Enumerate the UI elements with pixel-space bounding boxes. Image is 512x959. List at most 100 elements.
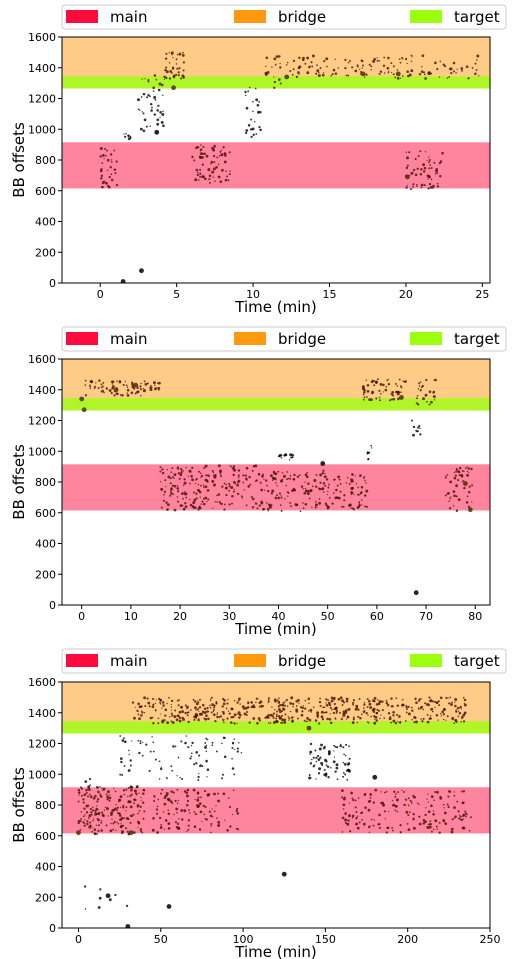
data-point [232, 789, 235, 792]
data-point [125, 384, 128, 387]
data-point [204, 790, 207, 793]
data-point [176, 714, 180, 718]
data-point [77, 791, 81, 795]
data-point [318, 700, 322, 704]
data-point [288, 717, 291, 720]
data-point [269, 713, 273, 717]
data-point [194, 813, 197, 816]
data-point [126, 392, 129, 394]
data-point [327, 490, 329, 493]
x-tick-label: 80 [468, 610, 482, 623]
data-point [456, 708, 459, 710]
data-point [330, 699, 334, 703]
data-point [464, 810, 466, 812]
data-point [383, 56, 386, 59]
data-point [324, 711, 327, 714]
data-point [138, 717, 141, 721]
data-point [364, 505, 366, 508]
data-point [207, 793, 211, 796]
data-point [328, 717, 332, 721]
data-point [352, 701, 355, 705]
data-point [315, 72, 318, 75]
data-point [160, 766, 162, 768]
data-point [351, 507, 354, 509]
data-point [237, 474, 240, 477]
data-point [236, 701, 239, 704]
data-point [304, 707, 307, 710]
data-point [189, 498, 191, 501]
data-point [200, 144, 202, 146]
data-point [161, 113, 165, 116]
data-point [160, 824, 163, 826]
data-point [344, 812, 347, 815]
data-point [363, 702, 366, 704]
data-point [422, 170, 426, 173]
x-axis-label: Time (min) [234, 298, 316, 316]
data-point [384, 388, 388, 392]
data-point [360, 504, 363, 506]
data-point [412, 185, 414, 187]
data-point [197, 707, 200, 710]
data-point [339, 711, 341, 714]
data-point [252, 100, 254, 103]
data-point [177, 756, 180, 759]
data-point [90, 811, 93, 814]
data-point [250, 135, 253, 139]
data-point [258, 100, 261, 103]
data-point [170, 492, 173, 495]
data-point [397, 397, 400, 401]
data-point [91, 826, 93, 829]
data-point [290, 456, 292, 459]
data-point [377, 709, 381, 712]
data-point [384, 791, 386, 794]
data-point [378, 813, 381, 817]
data-point [124, 827, 128, 830]
data-point [323, 475, 327, 479]
data-point [137, 98, 140, 102]
data-point [413, 721, 416, 724]
data-point [350, 478, 352, 480]
data-point [352, 718, 355, 721]
data-point [154, 702, 157, 705]
data-point [346, 715, 350, 719]
data-point [422, 708, 425, 711]
data-point [348, 745, 350, 748]
data-point [149, 125, 152, 127]
data-point [86, 822, 89, 826]
data-point [425, 807, 427, 809]
data-point [113, 820, 116, 824]
data-point [418, 699, 421, 702]
data-point [213, 792, 216, 796]
data-point [428, 158, 431, 162]
data-point [170, 487, 173, 490]
data-point [152, 741, 155, 744]
data-point [172, 721, 175, 724]
data-point [455, 710, 458, 713]
data-point [327, 752, 331, 756]
data-point [427, 793, 429, 795]
data-point [323, 711, 326, 714]
data-point [441, 710, 445, 714]
data-point [360, 713, 363, 716]
data-point [115, 803, 117, 806]
data-point [182, 497, 184, 500]
data-point [137, 702, 140, 706]
data-point [203, 484, 205, 486]
data-point [89, 784, 91, 786]
data-point [194, 506, 197, 509]
data-point [284, 713, 287, 716]
data-point [140, 705, 143, 708]
data-point [305, 475, 309, 479]
data-point [221, 711, 224, 713]
data-point [89, 821, 92, 824]
data-point [213, 483, 216, 487]
data-point [410, 419, 414, 422]
data-point [201, 703, 205, 707]
data-point [221, 777, 224, 780]
data-point [289, 69, 292, 73]
data-point [177, 472, 181, 475]
data-point [135, 794, 138, 796]
data-point [434, 706, 436, 709]
data-point [243, 712, 247, 716]
data-point [383, 717, 386, 719]
